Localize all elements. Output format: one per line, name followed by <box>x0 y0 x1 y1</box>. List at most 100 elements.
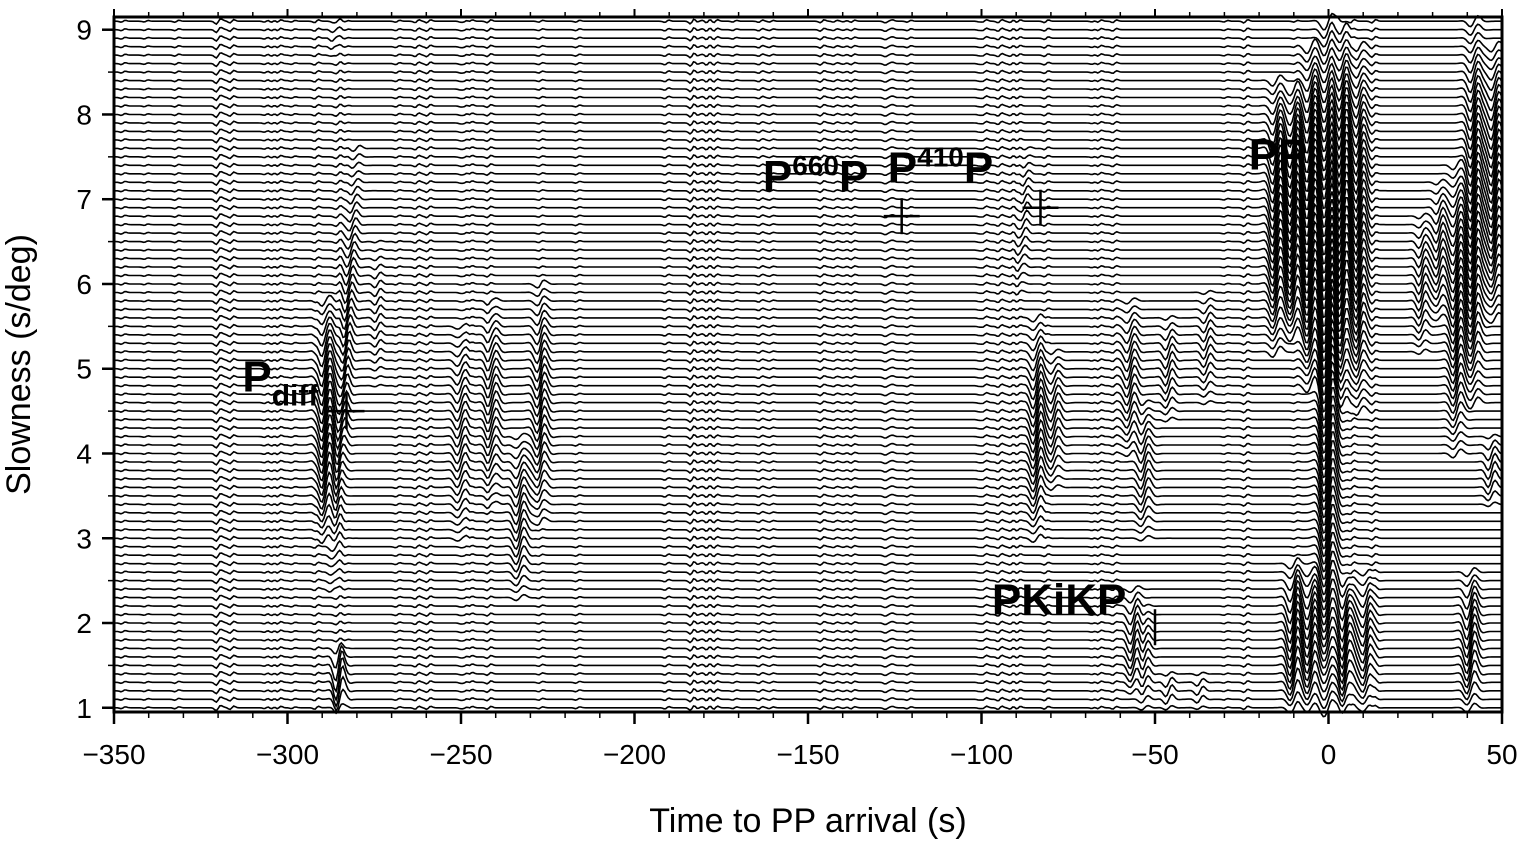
phase-label-p410p: P410P <box>888 141 993 192</box>
x-tick-label: −250 <box>429 739 492 770</box>
y-tick-label: 3 <box>76 523 92 554</box>
trace <box>114 80 1503 114</box>
y-tick-label: 5 <box>76 354 92 385</box>
y-axis-label: Slowness (s/deg) <box>0 234 38 495</box>
y-tick-label: 1 <box>76 693 92 724</box>
trace <box>114 177 1503 238</box>
trace <box>114 698 1502 718</box>
trace <box>114 87 1503 124</box>
tick-group: −350 −300 −250 −200 −150 −100 −50 0 50 1 2 3 4 5 6 7 8 9 <box>76 9 1518 770</box>
trace <box>114 152 1503 211</box>
trace <box>114 664 1502 703</box>
trace <box>114 73 1503 104</box>
trace <box>114 608 1502 654</box>
trace <box>114 485 1502 542</box>
trace <box>114 317 1502 388</box>
trace <box>114 300 1502 371</box>
trace <box>114 211 1503 274</box>
trace <box>114 238 1503 301</box>
x-tick-label: −300 <box>256 739 319 770</box>
y-tick-label: 2 <box>76 608 92 639</box>
trace <box>114 168 1503 229</box>
trace <box>114 21 1502 40</box>
trace <box>114 278 1503 345</box>
trace <box>114 559 1502 603</box>
trace <box>114 122 1503 174</box>
trace <box>114 422 1503 487</box>
trace <box>114 101 1503 144</box>
x-tick-label: 50 <box>1486 739 1517 770</box>
trace <box>114 334 1502 405</box>
trace <box>114 569 1502 611</box>
phase-p660p: P660P <box>763 150 920 235</box>
trace <box>114 160 1503 220</box>
trace <box>114 541 1502 588</box>
trace <box>114 115 1503 164</box>
trace <box>114 413 1503 479</box>
phase-label-pp: PP <box>1249 131 1308 180</box>
trace <box>114 655 1502 694</box>
x-tick-label: 0 <box>1321 739 1337 770</box>
trace <box>114 46 1503 65</box>
trace-group <box>114 12 1503 718</box>
y-tick-label: 8 <box>76 99 92 130</box>
trace <box>114 12 1502 31</box>
x-tick-label: −350 <box>82 739 145 770</box>
trace <box>114 137 1503 193</box>
trace <box>114 592 1502 635</box>
trace <box>114 38 1503 57</box>
trace <box>114 431 1503 495</box>
y-tick-label: 4 <box>76 438 92 469</box>
trace <box>114 449 1503 511</box>
trace <box>114 616 1502 662</box>
trace <box>114 513 1502 565</box>
trace <box>114 59 1503 84</box>
trace <box>114 193 1503 256</box>
trace <box>114 262 1503 328</box>
trace <box>114 600 1502 645</box>
trace <box>114 635 1502 678</box>
phase-label-pdiff: Pdiff <box>242 353 319 413</box>
x-axis-label: Time to PP arrival (s) <box>649 802 966 840</box>
trace <box>114 220 1503 283</box>
trace <box>114 688 1502 713</box>
phase-p410p: P410P <box>888 141 1059 226</box>
trace <box>114 53 1503 74</box>
y-tick-label: 7 <box>76 184 92 215</box>
trace <box>114 108 1503 154</box>
phase-label-group: Pdiff P660P P410P PKiKP PP <box>242 131 1307 646</box>
phase-pp: PP <box>1249 131 1308 180</box>
trace <box>114 625 1502 670</box>
x-tick-label: −50 <box>1131 739 1179 770</box>
trace <box>114 458 1503 519</box>
trace <box>114 229 1503 292</box>
x-tick-label: −150 <box>776 739 839 770</box>
trace <box>114 360 1502 430</box>
trace <box>114 292 1502 363</box>
trace <box>114 352 1502 422</box>
phase-pdiff: Pdiff <box>242 353 365 430</box>
trace <box>114 440 1503 503</box>
trace <box>114 326 1502 396</box>
y-tick-label: 9 <box>76 15 92 46</box>
trace <box>114 585 1502 626</box>
trace <box>114 343 1502 413</box>
trace <box>114 29 1502 48</box>
trace <box>114 202 1503 265</box>
phase-label-p660p: P660P <box>763 150 868 201</box>
trace <box>114 94 1503 134</box>
trace <box>114 522 1502 573</box>
y-tick-label: 6 <box>76 269 92 300</box>
trace <box>114 675 1502 709</box>
x-tick-label: −100 <box>950 739 1013 770</box>
trace <box>114 129 1503 183</box>
trace <box>114 185 1503 247</box>
trace <box>114 270 1503 337</box>
trace <box>114 503 1502 558</box>
trace <box>114 145 1503 202</box>
trace <box>114 578 1502 619</box>
trace <box>114 467 1503 527</box>
trace <box>114 254 1503 319</box>
trace <box>114 476 1503 535</box>
